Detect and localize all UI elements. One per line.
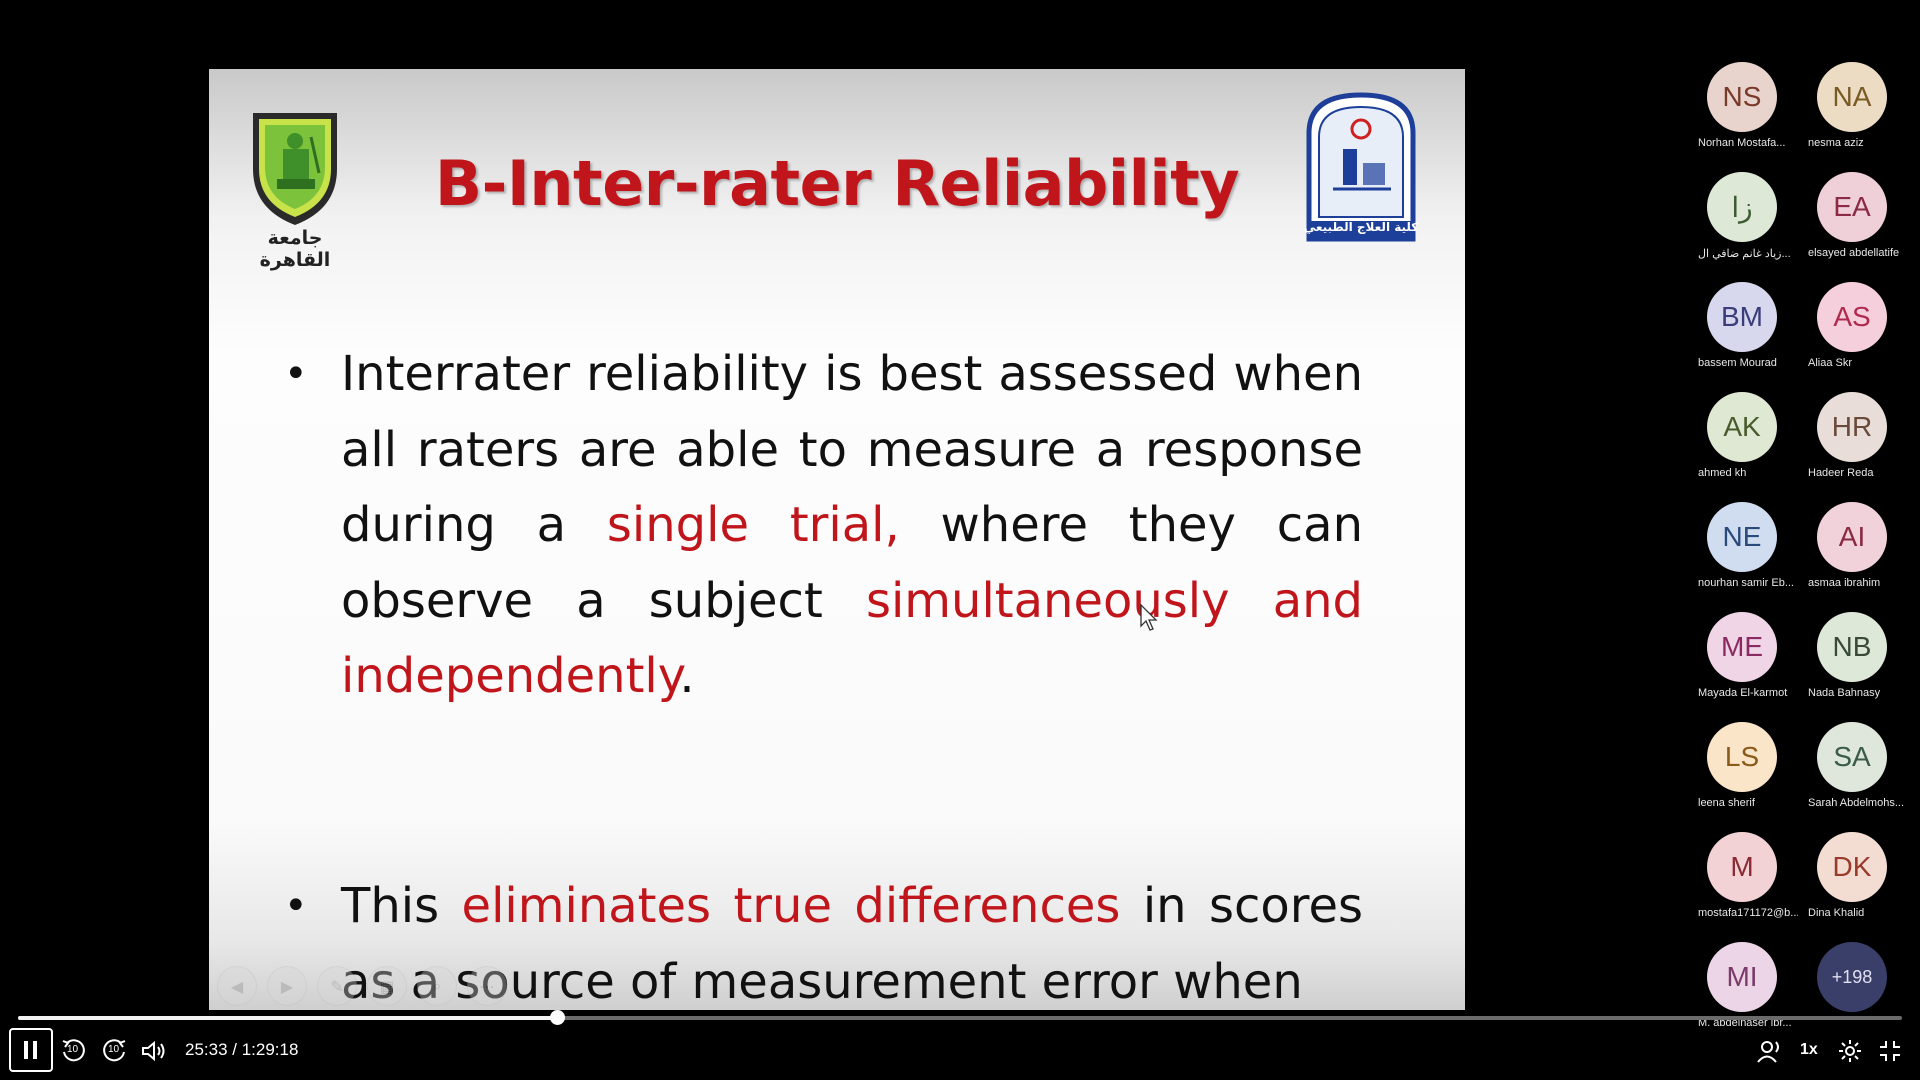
forward-10-icon — [103, 1039, 126, 1062]
progress-bar[interactable] — [18, 1010, 1902, 1025]
participant-tile[interactable]: NA nesma aziz — [1805, 62, 1905, 157]
participant-name: Norhan Mostafa... — [1698, 137, 1786, 149]
faculty-physical-therapy-logo: كلية العلاج الطبيعي — [1297, 89, 1425, 249]
participant-tile[interactable]: EA elsayed abdellatife — [1805, 172, 1905, 267]
previous-slide-icon[interactable]: ◀ — [217, 966, 257, 1006]
participant-tile[interactable]: AK ahmed kh — [1695, 392, 1795, 487]
participant-avatar: ME — [1707, 612, 1777, 682]
participant-avatar: SA — [1817, 722, 1887, 792]
skip-forward-label: 10 — [108, 1044, 120, 1055]
bullet-text-2: This eliminates true differences in scor… — [341, 878, 1364, 1010]
more-options-icon[interactable]: ⋯ — [467, 966, 507, 1006]
faculty-caption: كلية العلاج الطبيعي — [1303, 220, 1419, 234]
pause-button[interactable] — [9, 1028, 53, 1072]
participant-avatar: NE — [1707, 502, 1777, 572]
participant-avatar: NS — [1707, 62, 1777, 132]
skip-forward-button[interactable]: 10 — [98, 1034, 130, 1068]
slide-title: B-Inter-rater Reliability — [434, 147, 1240, 220]
participant-name: mostafa171172@b... — [1698, 907, 1798, 919]
participant-avatar: زا — [1707, 172, 1777, 242]
participant-avatar: NB — [1817, 612, 1887, 682]
bullet-dot: • — [284, 883, 308, 929]
skip-back-button[interactable]: 10 — [58, 1034, 90, 1068]
participant-name: nourhan samir Eb... — [1698, 577, 1794, 589]
slides-grid-icon[interactable]: ▦ — [367, 966, 407, 1006]
participant-tile[interactable]: AS Aliaa Skr — [1805, 282, 1905, 377]
participant-tile[interactable]: DK Dina Khalid — [1805, 832, 1905, 927]
participant-tile[interactable]: BM bassem Mourad — [1695, 282, 1795, 377]
participant-tile[interactable]: NB Nada Bahnasy — [1805, 612, 1905, 707]
participant-name: Mayada El-karmot — [1698, 687, 1788, 699]
participant-tile[interactable]: LS leena sherif — [1695, 722, 1795, 817]
playback-speed-button[interactable]: 1x — [1800, 1041, 1818, 1058]
participant-tile[interactable]: ME Mayada El-karmot — [1695, 612, 1795, 707]
next-slide-icon[interactable]: ▶ — [267, 966, 307, 1006]
participant-avatar: +198 — [1817, 942, 1887, 1012]
participant-tile[interactable]: NS Norhan Mostafa... — [1695, 62, 1795, 157]
bullet-text-1: Interrater reliability is best assessed … — [341, 346, 1364, 704]
participant-tile[interactable]: MI M. abdelnaser ibr... — [1695, 942, 1795, 1037]
participant-avatar: AS — [1817, 282, 1887, 352]
participant-avatar: M — [1707, 832, 1777, 902]
participant-name: nesma aziz — [1808, 137, 1864, 149]
participant-avatar: HR — [1817, 392, 1887, 462]
fullscreen-exit-button[interactable] — [1874, 1034, 1906, 1068]
participant-name: Hadeer Reda — [1808, 467, 1874, 479]
participant-name: elsayed abdellatife — [1808, 247, 1900, 259]
gear-icon — [1839, 1040, 1861, 1062]
volume-icon — [142, 1040, 165, 1062]
bullet-dot: • — [284, 351, 308, 397]
participant-tile[interactable]: AI asmaa ibrahim — [1805, 502, 1905, 597]
participant-name: M. abdelnaser ibr... — [1698, 1017, 1792, 1029]
skip-back-label: 10 — [67, 1044, 79, 1055]
exit-fullscreen-icon — [1880, 1041, 1900, 1061]
volume-button[interactable] — [138, 1034, 170, 1068]
participant-name: Dina Khalid — [1808, 907, 1865, 919]
participant-name: leena sherif — [1698, 797, 1755, 809]
participant-tile[interactable]: HR Hadeer Reda — [1805, 392, 1905, 487]
participant-avatar: NA — [1817, 62, 1887, 132]
progress-fill — [18, 1016, 557, 1020]
participant-avatar: MI — [1707, 942, 1777, 1012]
participant-avatar: AI — [1817, 502, 1887, 572]
speaker-view-icon — [1757, 1041, 1779, 1063]
cairo-university-caption: جامعة القاهرة — [259, 227, 331, 271]
pause-icon — [24, 1041, 37, 1059]
settings-button[interactable] — [1834, 1034, 1866, 1068]
zoom-icon[interactable]: ⌕ — [417, 966, 457, 1006]
pen-icon[interactable]: ✎ — [317, 966, 357, 1006]
captions-button[interactable] — [1754, 1034, 1786, 1068]
mouse-cursor-icon — [1140, 603, 1160, 636]
participant-tile[interactable]: NE nourhan samir Eb... — [1695, 502, 1795, 597]
time-display: 25:33 / 1:29:18 — [185, 1040, 299, 1059]
slide-toolbar: ◀ ▶ ✎ ▦ ⌕ ⋯ — [217, 966, 507, 1006]
participant-tile[interactable]: زا زياد غانم ضافي ال... — [1695, 172, 1795, 267]
participant-tile[interactable]: +198 — [1805, 942, 1905, 1037]
participant-avatar: LS — [1707, 722, 1777, 792]
participant-name: Aliaa Skr — [1808, 357, 1853, 369]
participant-name: bassem Mourad — [1698, 357, 1777, 369]
participant-avatar: DK — [1817, 832, 1887, 902]
participant-avatar: EA — [1817, 172, 1887, 242]
participant-name: زياد غانم ضافي ال... — [1698, 248, 1791, 260]
participant-name: asmaa ibrahim — [1808, 577, 1881, 589]
participant-tile[interactable]: SA Sarah Abdelmohs... — [1805, 722, 1905, 817]
cairo-university-logo: جامعة القاهرة — [239, 109, 351, 271]
participant-avatar: BM — [1707, 282, 1777, 352]
presentation-slide: جامعة القاهرة كلية العلاج الطبيعي B-Inte… — [209, 69, 1465, 1010]
participant-name: Sarah Abdelmohs... — [1808, 797, 1905, 809]
progress-thumb[interactable] — [549, 1010, 565, 1025]
rewind-10-icon — [62, 1039, 85, 1062]
participant-avatar: AK — [1707, 392, 1777, 462]
participant-name: Nada Bahnasy — [1808, 687, 1881, 699]
participant-name: ahmed kh — [1698, 467, 1747, 479]
